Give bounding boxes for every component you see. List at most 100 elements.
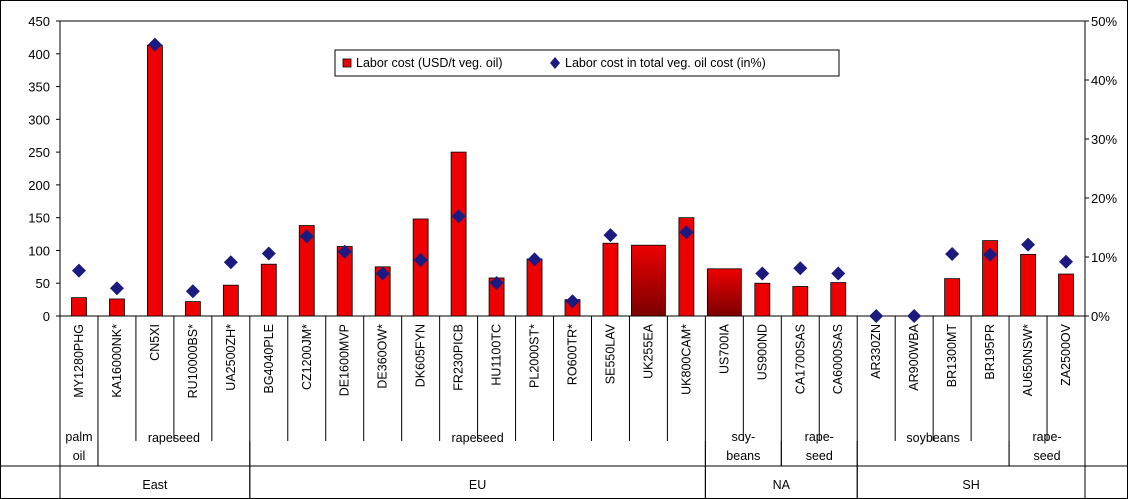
category-label: BG4040PLE [262, 324, 276, 394]
crop-group-label: rapeseed [452, 431, 504, 445]
bar-uk800cam-star [678, 217, 695, 317]
bar-cn5xi [147, 44, 163, 317]
bar-ca6000sas [830, 282, 847, 317]
bar-se550lav [602, 242, 619, 317]
y-tick-label: 300 [28, 112, 50, 127]
y2-tick-label: 0% [1091, 309, 1110, 324]
category-label: UA2500ZH* [224, 324, 238, 391]
share-marker-ca1700sas [793, 261, 808, 276]
y2-tick-label: 40% [1091, 73, 1117, 88]
legend-marker-label: Labor cost in total veg. oil cost (in%) [565, 56, 766, 70]
crop-group-label: rape- [805, 430, 834, 444]
share-marker-hu1100tc [489, 275, 504, 290]
category-label: PL2000ST* [528, 324, 542, 388]
y-tick-label: 0 [43, 309, 50, 324]
y-tick-label: 100 [28, 243, 50, 258]
crop-group-label: palm [65, 430, 92, 444]
crop-group-label: rape- [1032, 430, 1061, 444]
share-marker-au650nsw-star [1021, 237, 1036, 252]
category-label: AR330ZN [869, 324, 883, 379]
legend: Labor cost (USD/t veg. oil) Labor cost i… [334, 49, 840, 77]
bar-my1280phg [71, 297, 87, 317]
bar-ua2500zh-star [222, 284, 239, 317]
crop-group-label: seed [806, 449, 833, 463]
bar-pl2000st-star [526, 258, 543, 317]
bar-cz1200jm-star [298, 225, 315, 317]
region-label: NA [773, 478, 791, 492]
legend-box [334, 49, 840, 77]
y2-tick-label: 20% [1091, 191, 1117, 206]
y2-tick-label: 30% [1091, 132, 1117, 147]
region-label: East [142, 478, 168, 492]
category-label: UK800CAM* [679, 324, 693, 395]
crop-group-label: soybeans [906, 431, 960, 445]
category-label: CN5XI [148, 324, 162, 361]
bar-ca1700sas [792, 286, 809, 317]
share-marker-my1280phg [71, 263, 86, 278]
category-label: AU650NSW* [1021, 324, 1035, 396]
bar-br195pr [982, 240, 998, 317]
share-marker-fr230picb [451, 209, 466, 224]
category-label: US900ND [755, 324, 769, 380]
crop-group-label: seed [1033, 449, 1060, 463]
category-label: SE550LAV [603, 323, 617, 384]
y-tick-label: 50 [36, 276, 50, 291]
share-marker-dk605fyn [413, 252, 428, 267]
bar-au650nsw-star [1020, 253, 1036, 317]
bar-ka16000nk-star [109, 298, 125, 317]
bar-uk255ea [631, 244, 666, 317]
share-marker-ar900wba [907, 309, 922, 323]
share-marker-se550lav [603, 228, 618, 243]
share-marker-uk800cam-star [679, 225, 694, 240]
bar-za2500ov [1058, 273, 1074, 317]
crop-group-label: beans [726, 449, 760, 463]
region-label: SH [962, 478, 979, 492]
bar-ru10000bs-star [184, 301, 201, 317]
share-marker-cn5xi [147, 37, 162, 52]
category-label: CZ1200JM* [300, 324, 314, 390]
category-label: RU10000BS* [186, 324, 200, 398]
share-marker-ro600tr-star [565, 294, 580, 309]
category-label: MY1280PHG [72, 324, 86, 398]
bar-dk605fyn [412, 218, 429, 317]
share-marker-pl2000st-star [527, 252, 542, 267]
category-label: CA1700SAS [793, 324, 807, 394]
category-label: KA16000NK* [110, 324, 124, 398]
category-label: ZA2500OV [1059, 323, 1073, 386]
region-label: EU [469, 478, 486, 492]
bar-fr230picb [450, 151, 467, 317]
share-marker-ca6000sas [831, 266, 846, 281]
y2-tick-label: 10% [1091, 250, 1117, 265]
share-marker-za2500ov [1059, 254, 1074, 269]
bar-us700ia [706, 268, 742, 317]
share-marker-us900nd [755, 266, 770, 281]
category-label: FR230PICB [452, 324, 466, 391]
y-tick-label: 400 [28, 47, 50, 62]
category-label: UK255EA [641, 323, 655, 379]
share-marker-ar330zn [869, 309, 884, 323]
y2-tick-label: 50% [1091, 14, 1117, 29]
y-tick-label: 200 [28, 178, 50, 193]
legend-bar-swatch [342, 58, 352, 68]
category-label: BR195PR [983, 324, 997, 380]
legend-bar-label: Labor cost (USD/t veg. oil) [356, 56, 503, 70]
share-marker-de360ow-star [375, 266, 390, 281]
bar-br1300mt [944, 278, 961, 317]
category-label: DE360OW* [376, 324, 390, 389]
crop-group-label: rapeseed [148, 431, 200, 445]
category-label: DK605FYN [414, 324, 428, 387]
y-tick-label: 250 [28, 145, 50, 160]
share-marker-de1600mvp [337, 244, 352, 259]
category-label: US700IA [717, 323, 731, 374]
category-label: CA6000SAS [831, 324, 845, 394]
y-tick-label: 450 [28, 14, 50, 29]
category-label: RO600TR* [566, 324, 580, 385]
share-marker-ka16000nk-star [109, 281, 124, 296]
share-marker-cz1200jm-star [299, 229, 314, 244]
category-label: DE1600MVP [338, 324, 352, 396]
category-label: HU1100TC [490, 324, 504, 386]
share-marker-ua2500zh-star [223, 255, 238, 270]
bar-us900nd [754, 282, 771, 317]
share-marker-bg4040ple [261, 246, 276, 261]
